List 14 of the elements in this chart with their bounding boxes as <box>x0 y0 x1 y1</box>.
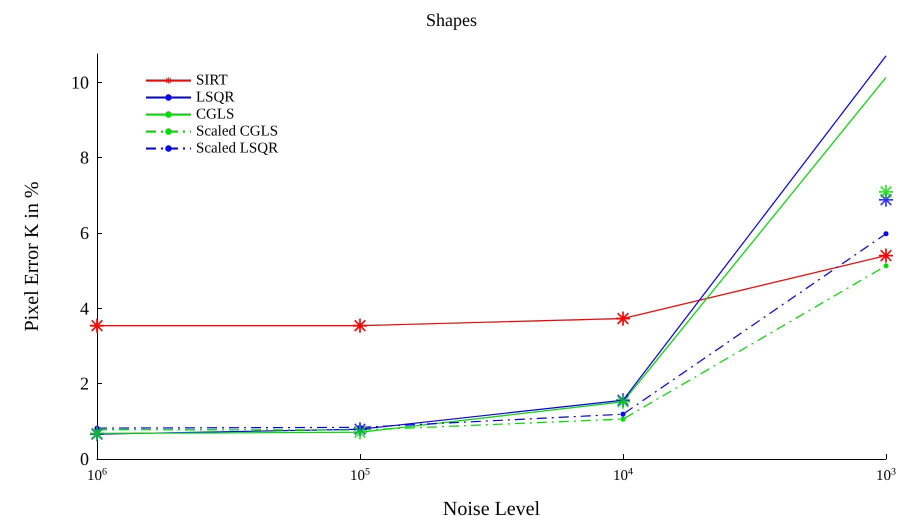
legend-label: LSQR <box>196 90 234 106</box>
chart-title: Shapes <box>426 10 477 30</box>
y-tick-label: 4 <box>80 298 89 318</box>
y-tick-label: 0 <box>80 449 89 469</box>
y-axis-title: Pixel Error K in % <box>21 182 43 332</box>
legend-label: Scaled LSQR <box>196 140 278 156</box>
y-tick-label: 2 <box>80 374 89 394</box>
y-tick-label: 6 <box>80 222 89 243</box>
legend-label: CGLS <box>196 106 234 122</box>
legend-label: SIRT <box>196 72 228 88</box>
y-tick-label: 8 <box>80 148 89 168</box>
x-axis-title: Noise Level <box>442 498 541 520</box>
legend-label: Scaled CGLS <box>196 124 278 140</box>
y-tick-label: 10 <box>71 72 89 92</box>
